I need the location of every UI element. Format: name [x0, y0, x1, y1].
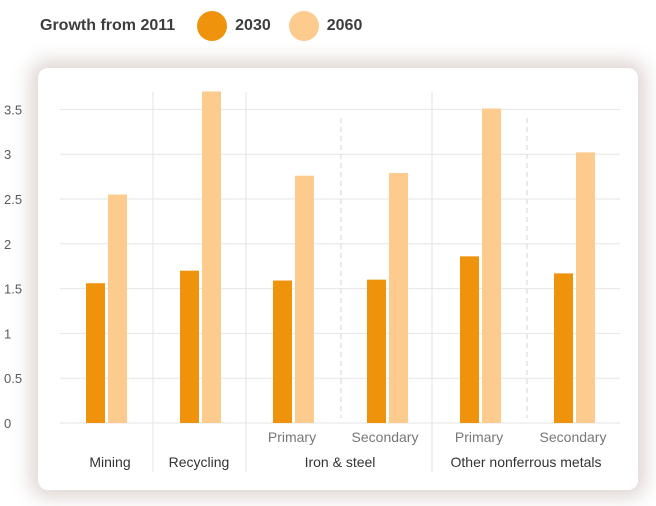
bar-2030-4: [367, 279, 386, 423]
legend-label-2060: 2060: [326, 17, 363, 34]
y-tick-label: 0.5: [4, 371, 22, 386]
bar-2060-2: [202, 91, 221, 423]
y-tick-label: 1: [4, 326, 11, 341]
x-group-label: Iron & steel: [305, 454, 376, 470]
bar-2060-3: [295, 175, 314, 423]
x-group-label: Recycling: [169, 454, 230, 470]
bar-2030-2: [180, 270, 199, 423]
bar-2060-5: [482, 108, 501, 423]
legend-swatch-2060: [288, 11, 319, 41]
legend-item-2030: 2030: [197, 11, 271, 41]
y-tick-label: 2.5: [4, 192, 22, 207]
y-tick-label: 2: [4, 237, 11, 252]
bar-2060-1: [108, 194, 127, 423]
bar-2030-5: [460, 256, 479, 423]
x-group-label: Other nonferrous metals: [451, 454, 602, 470]
y-tick-label: 0: [4, 416, 11, 431]
y-tick-label: 3: [4, 147, 11, 162]
x-sublabel: Secondary: [352, 429, 419, 445]
bar-2030-1: [86, 283, 105, 423]
x-sublabel: Secondary: [540, 429, 607, 445]
chart-legend: Growth from 2011 2030 2060: [40, 10, 370, 42]
bar-2030-6: [554, 273, 573, 423]
y-tick-label: 3.5: [4, 102, 22, 117]
x-sublabel: Primary: [268, 429, 316, 445]
legend-label-2030: 2030: [235, 17, 271, 34]
legend-swatch-2030: [197, 11, 228, 41]
bar-2030-3: [273, 280, 292, 423]
chart-card: [38, 68, 638, 490]
bar-2060-6: [576, 152, 595, 423]
bar-2060-4: [389, 173, 408, 423]
x-group-label: Mining: [89, 454, 130, 470]
x-sublabel: Primary: [455, 429, 503, 445]
legend-item-2060: 2060: [288, 11, 363, 41]
y-tick-label: 1.5: [4, 282, 22, 297]
legend-title: Growth from 2011: [40, 17, 176, 34]
